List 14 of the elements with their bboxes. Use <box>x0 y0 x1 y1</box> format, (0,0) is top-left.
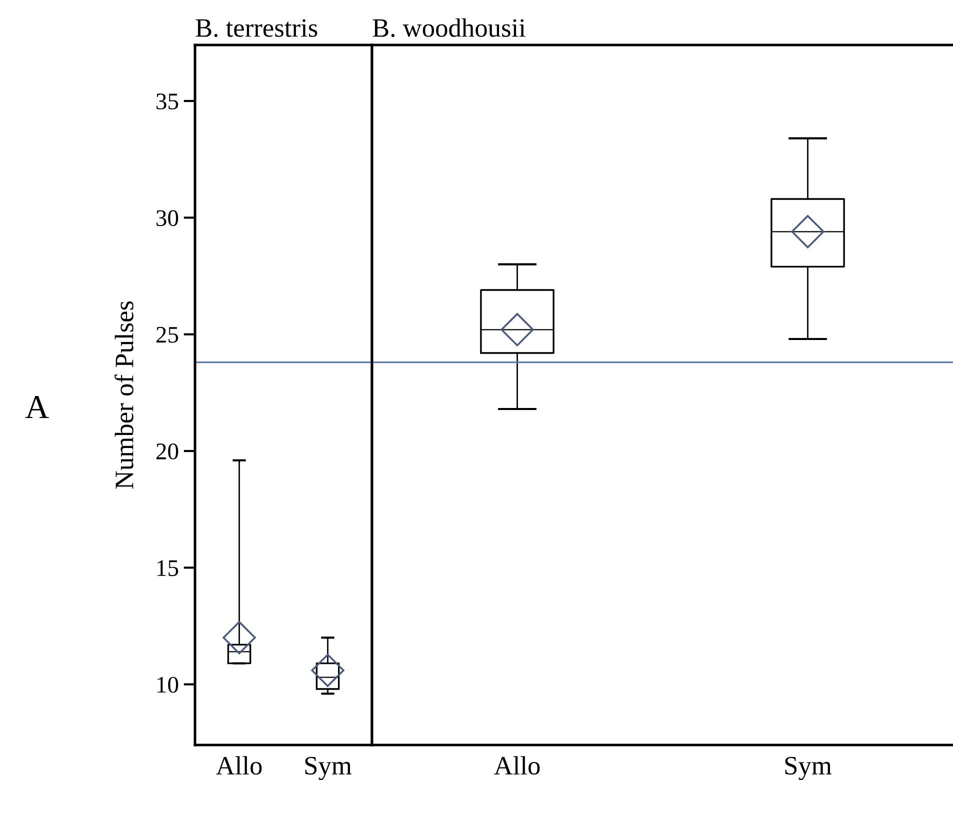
chart-title: B. terrestris <box>196 19 318 38</box>
x-tick-label: Allo <box>494 756 540 775</box>
y-tick-label: 25 <box>156 326 178 343</box>
y-tick-label: 15 <box>157 560 178 576</box>
x-tick-label: Allo <box>216 756 262 775</box>
y-tick-label: 20 <box>156 443 178 460</box>
y-tick-label: 30 <box>156 210 178 226</box>
text: A <box>25 396 49 418</box>
x-tick-label: Sym <box>785 756 832 780</box>
chart-title: B. woodhousii <box>372 18 526 38</box>
y-axis-title: Number of Pulses <box>114 301 134 489</box>
x-tick-label: Sym <box>305 756 352 780</box>
y-tick-label: 10 <box>157 676 178 693</box>
y-tick-label: 35 <box>156 94 178 110</box>
